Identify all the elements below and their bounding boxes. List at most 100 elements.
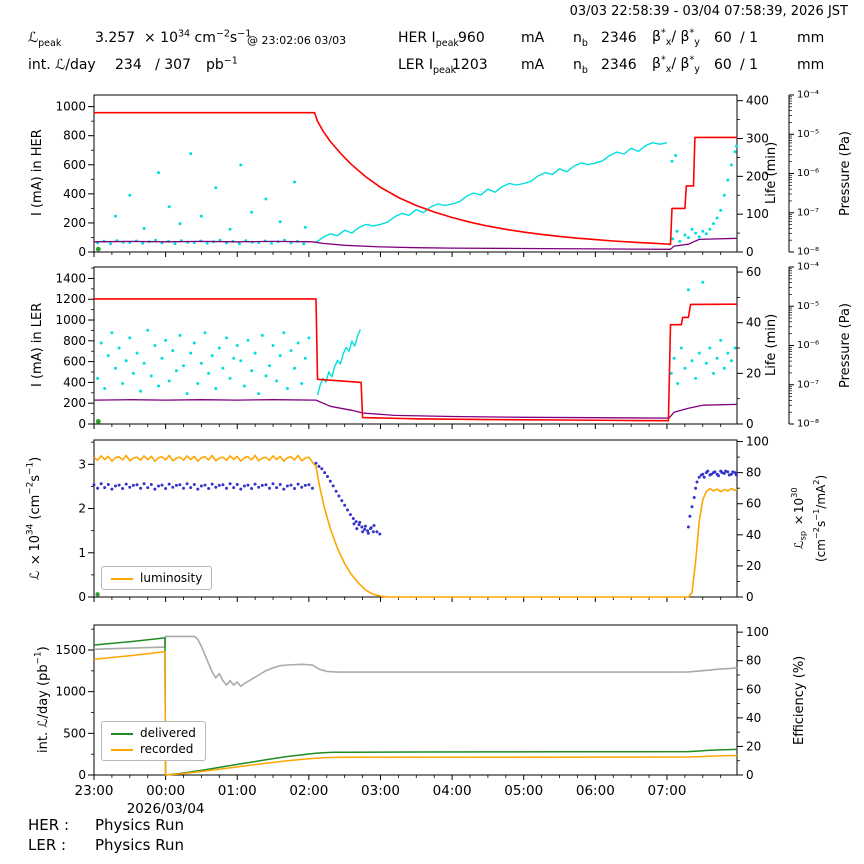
her-ipeak-label: HER Ipeak: [398, 30, 459, 49]
her-run-label: HER :: [28, 816, 70, 834]
ler-nb-value: 2346: [601, 57, 637, 73]
her-ipeak-value: 960: [458, 30, 485, 46]
intlum-legend: delivered recorded: [101, 721, 206, 761]
svg-text:20: 20: [746, 739, 761, 753]
ler-ipeak-unit: mA: [521, 57, 545, 73]
svg-text:23:00: 23:00: [75, 783, 114, 799]
axis-title-specific-lum-2: (cm−2s−1/mA2): [811, 474, 828, 562]
panel-integrated-luminosity: 0 500 1000 1500 0 20 40 60 80 100 23:00 00:00 01:00 0…: [55, 624, 769, 817]
svg-text:10⁻⁵: 10⁻⁵: [797, 129, 819, 140]
svg-text:1000: 1000: [55, 100, 86, 114]
svg-text:1000: 1000: [55, 685, 86, 699]
svg-text:1400: 1400: [55, 271, 86, 285]
svg-text:100: 100: [746, 435, 769, 449]
svg-text:03:00: 03:00: [361, 783, 400, 799]
svg-text:60: 60: [746, 265, 761, 279]
svg-text:200: 200: [63, 216, 86, 230]
lum-peak-timestamp: @ 23:02:06 03/03: [247, 34, 347, 47]
svg-text:10⁻⁷: 10⁻⁷: [797, 207, 819, 218]
svg-text:200: 200: [63, 396, 86, 410]
series-her-current: [94, 111, 738, 246]
her-nb-value: 2346: [601, 30, 637, 46]
series-her-lifetime-trace: [315, 142, 668, 244]
ler-beta-label: β*x/ β*y: [652, 54, 700, 75]
svg-text:200: 200: [746, 169, 769, 183]
ler-run-value: Physics Run: [95, 836, 185, 854]
intlum-label: int. ℒ/day: [28, 57, 96, 73]
svg-text:400: 400: [746, 94, 769, 108]
series-ler-lifetime-trace: [316, 329, 362, 396]
series-ler-pressure: [93, 399, 738, 419]
series-ler-current: [94, 298, 738, 422]
axis-title-ler-life: Life (min): [764, 313, 779, 377]
svg-text:40: 40: [746, 316, 761, 330]
her-ipeak-unit: mA: [521, 30, 545, 46]
lum-peak-label: ℒpeak: [28, 30, 62, 49]
svg-text:500: 500: [63, 726, 86, 740]
svg-text:800: 800: [63, 334, 86, 348]
series-her-injection-marker: [95, 246, 101, 252]
time-range-title: 03/03 22:58:39 - 03/04 07:58:39, 2026 JS…: [569, 4, 848, 19]
svg-text:0: 0: [78, 417, 86, 431]
svg-text:300: 300: [746, 132, 769, 146]
series-her-pressure: [93, 237, 738, 250]
svg-text:0: 0: [78, 590, 86, 604]
svg-text:600: 600: [63, 158, 86, 172]
delivered-legend-label: delivered: [140, 726, 196, 740]
svg-text:07:00: 07:00: [648, 783, 687, 799]
svg-text:1500: 1500: [55, 643, 86, 657]
svg-text:0: 0: [746, 245, 754, 259]
svg-text:02:00: 02:00: [289, 783, 328, 799]
svg-text:600: 600: [63, 355, 86, 369]
series-luminosity-line: [93, 454, 738, 598]
axis-title-ler-current: I (mA) in LER: [30, 302, 45, 388]
luminosity-legend-label: luminosity: [140, 571, 203, 585]
svg-text:00:00: 00:00: [146, 783, 185, 799]
luminosity-legend: luminosity: [101, 566, 213, 590]
intlum-unit: pb−1: [206, 55, 238, 73]
svg-text:2026/03/04: 2026/03/04: [127, 801, 205, 817]
svg-text:10⁻⁴: 10⁻⁴: [797, 262, 819, 273]
ler-beta-sep: / 1: [740, 57, 759, 73]
svg-text:60: 60: [746, 682, 761, 696]
her-nb-label: nb: [573, 30, 588, 49]
svg-text:10⁻⁶: 10⁻⁶: [797, 340, 819, 351]
svg-text:0: 0: [746, 590, 754, 604]
recorded-legend-row: recorded: [111, 741, 196, 757]
ler-nb-label: nb: [573, 57, 588, 76]
series-recorded: [93, 651, 738, 776]
svg-text:0: 0: [746, 768, 754, 782]
lum-peak-value: 3.257 × 1034 cm−2s−1: [95, 28, 252, 46]
axis-title-specific-lum-1: ℒsp ×1030: [789, 487, 808, 549]
series-luminosity-marker: [95, 592, 100, 597]
svg-text:1200: 1200: [55, 292, 86, 306]
svg-text:40: 40: [746, 711, 761, 725]
axis-title-her-current: I (mA) in HER: [30, 129, 45, 217]
svg-text:1000: 1000: [55, 313, 86, 327]
svg-text:400: 400: [63, 375, 86, 389]
ler-ipeak-value: 1203: [452, 57, 488, 73]
series-ler-injection-marker: [95, 419, 101, 424]
svg-text:0: 0: [746, 417, 754, 431]
recorded-legend-swatch: [111, 748, 133, 751]
panel-her-ring: 0 200 400 600 800 1000 0 100 200 300 400 10⁻⁴ 10⁻⁵ 10…: [55, 90, 819, 260]
series-specific-luminosity-scatter: [92, 461, 738, 536]
svg-text:10⁻⁴: 10⁻⁴: [797, 90, 819, 101]
axis-title-luminosity: ℒ ×1034 (cm−2s−1): [25, 456, 43, 580]
ler-run-label: LER :: [28, 836, 67, 854]
svg-text:06:00: 06:00: [576, 783, 615, 799]
svg-text:100: 100: [746, 207, 769, 221]
svg-text:1: 1: [78, 546, 86, 560]
svg-text:10⁻⁸: 10⁻⁸: [797, 247, 819, 258]
svg-text:60: 60: [746, 497, 761, 511]
her-beta-label: β*x/ β*y: [652, 27, 700, 48]
recorded-legend-label: recorded: [140, 742, 194, 756]
svg-text:05:00: 05:00: [504, 783, 543, 799]
svg-text:10⁻⁵: 10⁻⁵: [797, 301, 819, 312]
svg-text:10⁻⁷: 10⁻⁷: [797, 379, 819, 390]
ler-beta-unit: mm: [797, 57, 825, 73]
svg-text:20: 20: [746, 366, 761, 380]
her-run-value: Physics Run: [95, 816, 185, 834]
svg-text:2: 2: [78, 502, 86, 516]
delivered-legend-swatch: [111, 732, 133, 735]
